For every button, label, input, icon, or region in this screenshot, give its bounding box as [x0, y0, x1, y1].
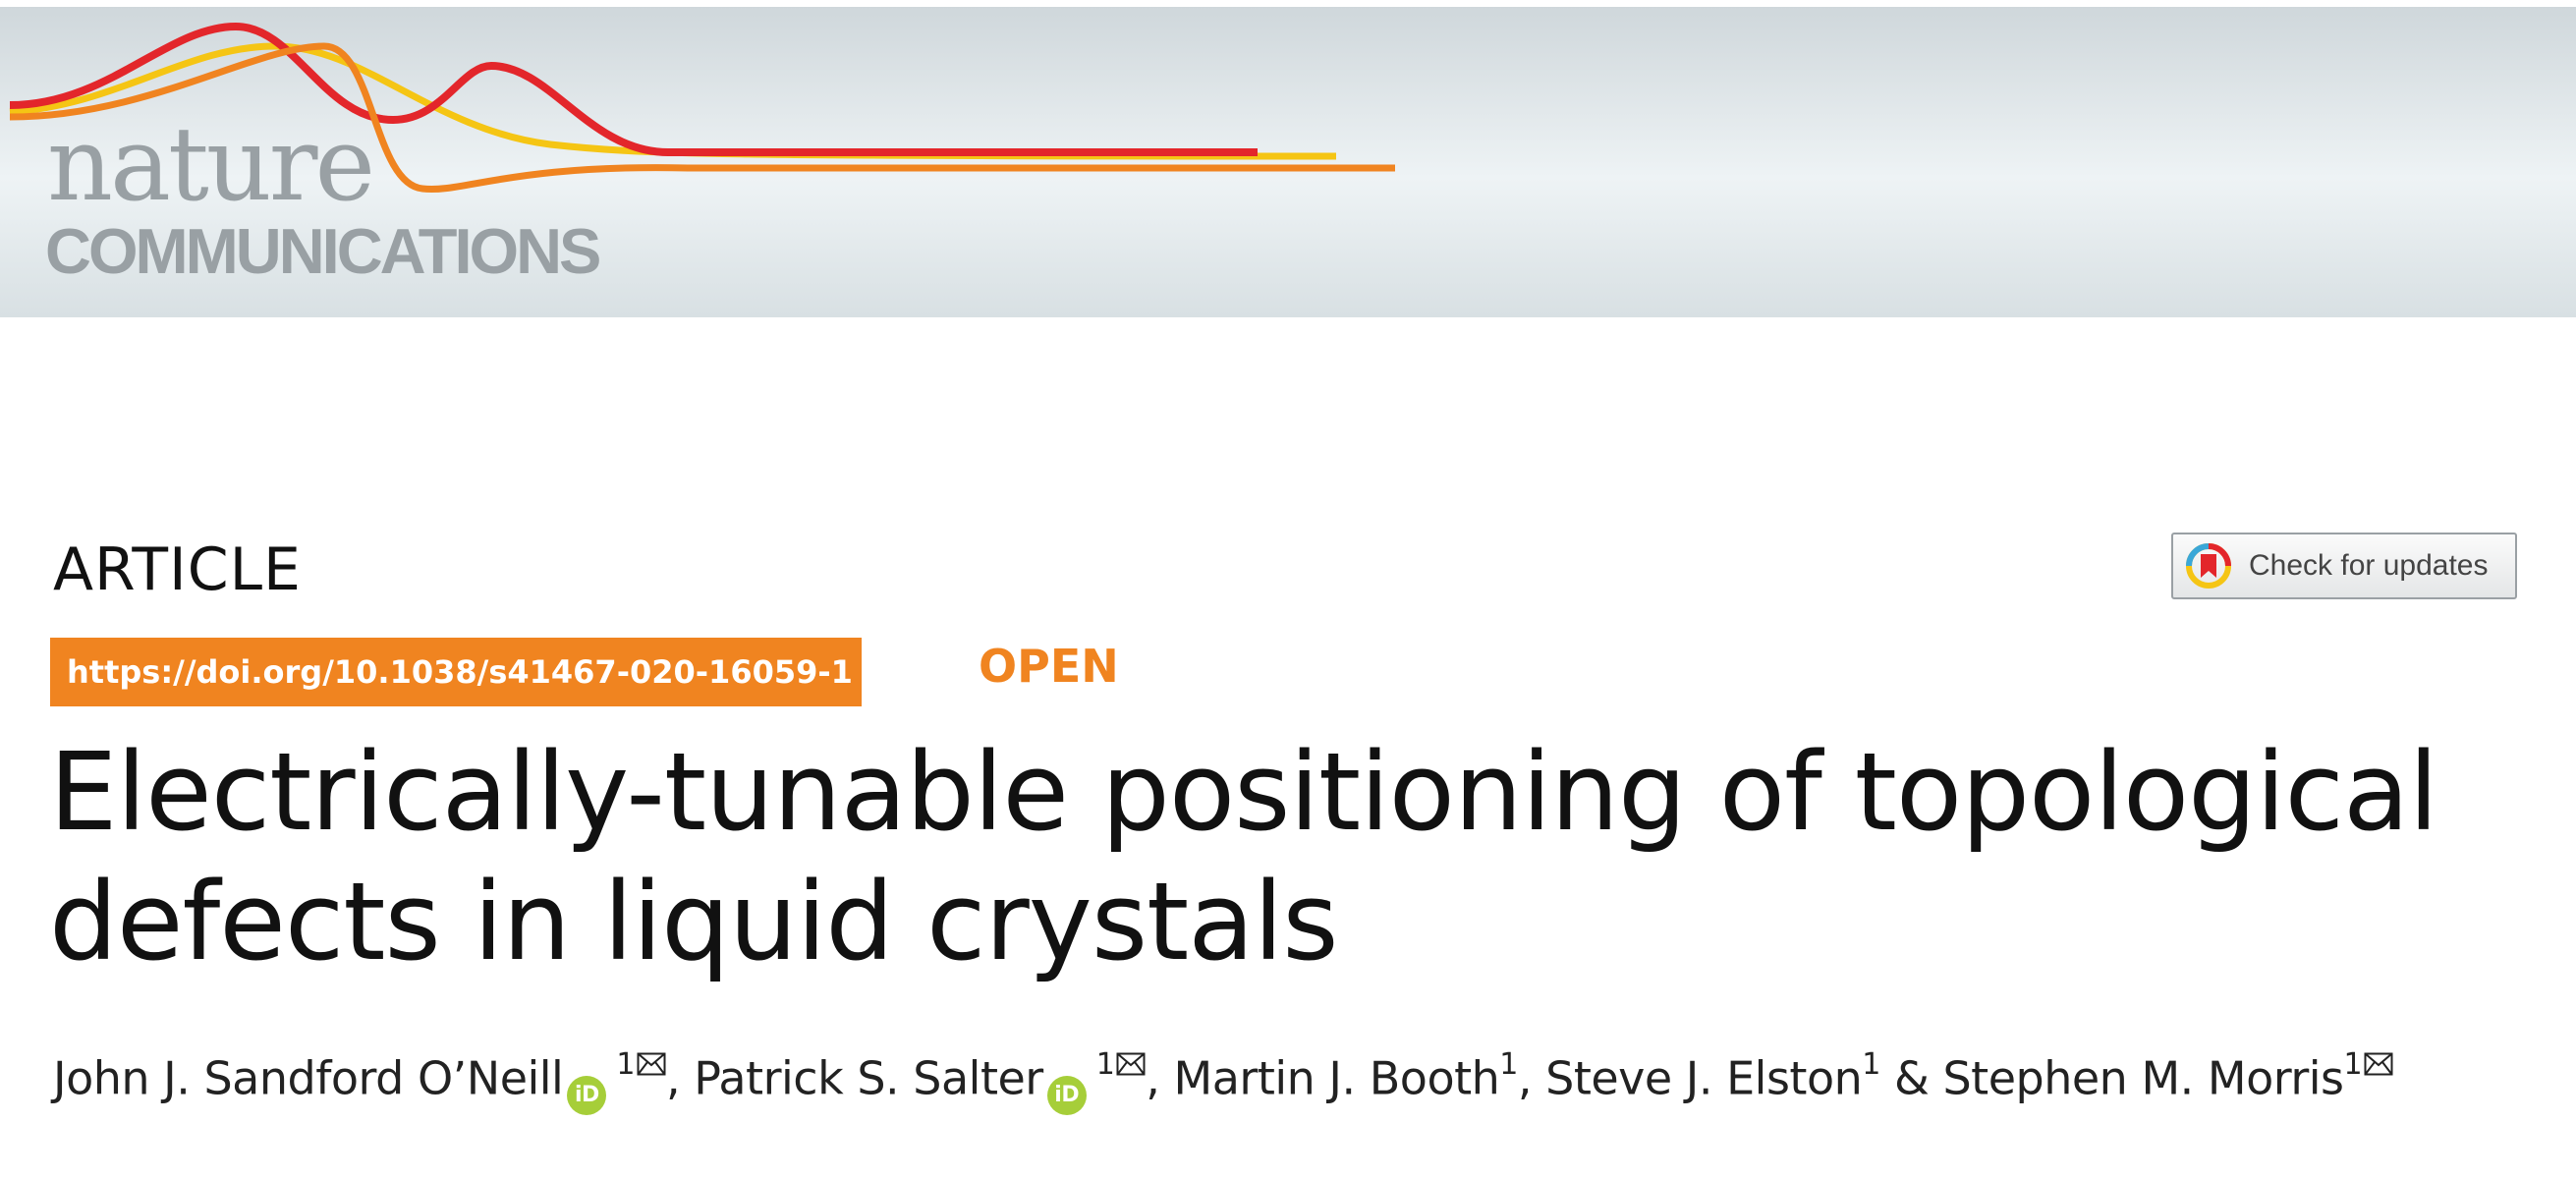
- article-title: Electrically-tunable positioning of topo…: [49, 729, 2438, 984]
- author-separator: ,: [1517, 1051, 1546, 1105]
- journal-banner: nature COMMUNICATIONS: [0, 7, 2576, 317]
- author-separator: ,: [665, 1051, 695, 1105]
- author-name[interactable]: Martin J. Booth: [1173, 1051, 1500, 1105]
- check-for-updates-label: Check for updates: [2249, 549, 2489, 582]
- author-name[interactable]: Patrick S. Salter: [694, 1051, 1043, 1105]
- orcid-icon[interactable]: iD: [567, 1076, 607, 1116]
- author-separator: &: [1879, 1051, 1943, 1105]
- affiliation-marker[interactable]: 1: [616, 1047, 635, 1082]
- affiliation-marker[interactable]: 1: [2343, 1047, 2363, 1082]
- author-name[interactable]: John J. Sandford O’Neill: [53, 1051, 564, 1105]
- doi-link[interactable]: https://doi.org/10.1038/s41467-020-16059…: [50, 638, 862, 706]
- orcid-icon[interactable]: iD: [1046, 1076, 1087, 1116]
- author-name[interactable]: Steve J. Elston: [1545, 1051, 1863, 1105]
- affiliation-marker[interactable]: 1: [1862, 1047, 1880, 1082]
- journal-logo-nature: nature: [47, 104, 375, 224]
- envelope-icon[interactable]: [637, 1029, 666, 1076]
- envelope-icon[interactable]: [1116, 1029, 1146, 1076]
- affiliation-marker[interactable]: 1: [1095, 1047, 1115, 1082]
- affiliation-marker[interactable]: 1: [1499, 1047, 1518, 1082]
- author-list: John J. Sandford O’Neill iD1, Patrick S. …: [53, 1038, 2568, 1116]
- envelope-icon[interactable]: [2364, 1029, 2393, 1076]
- article-type-label: ARTICLE: [53, 535, 302, 604]
- journal-logo-waves: [9, 22, 1395, 194]
- journal-logo-communications: COMMUNICATIONS: [45, 215, 601, 287]
- check-for-updates-button[interactable]: Check for updates: [2171, 533, 2517, 599]
- author-name[interactable]: Stephen M. Morris: [1942, 1051, 2344, 1105]
- crossmark-icon: [2186, 543, 2231, 589]
- open-access-badge: OPEN: [979, 640, 1119, 693]
- author-separator: ,: [1146, 1051, 1174, 1105]
